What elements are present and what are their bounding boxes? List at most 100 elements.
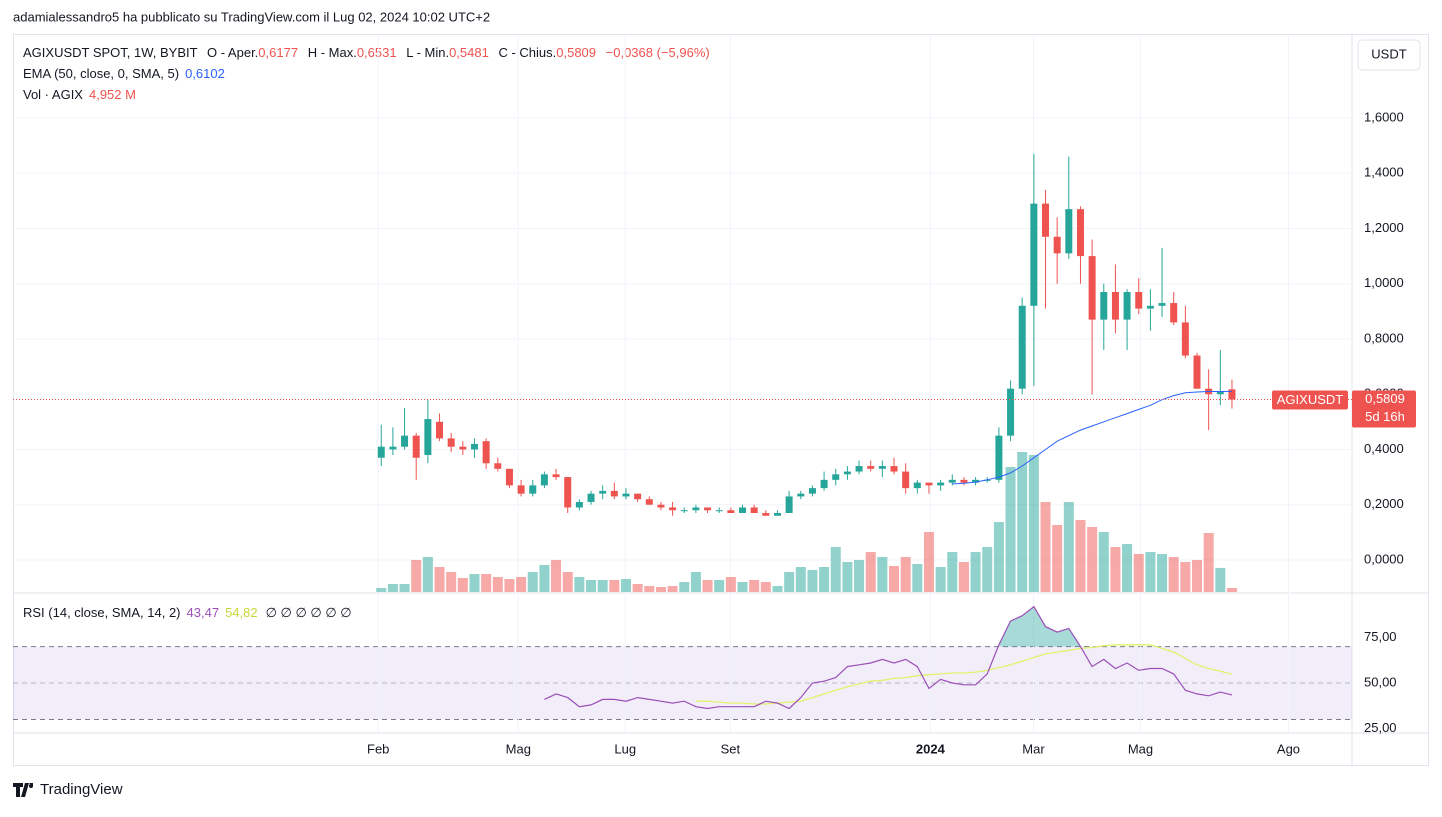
volume-bar <box>772 586 783 592</box>
y-tick-label: 1,6000 <box>1364 109 1404 124</box>
volume-bar <box>469 574 480 592</box>
candle-body <box>913 482 921 489</box>
candle-body <box>1123 292 1131 320</box>
candle-body <box>389 446 397 450</box>
candle-body <box>1053 236 1061 254</box>
volume-bar <box>644 586 655 592</box>
chart-frame <box>13 34 1429 766</box>
volume-bar <box>935 567 946 592</box>
rsi-ma-value: 54,82 <box>225 605 258 620</box>
currency[interactable]: USDT <box>1371 46 1406 61</box>
y-tick-label: 1,4000 <box>1364 165 1404 180</box>
candle-body <box>610 490 618 497</box>
volume-bar <box>795 567 806 592</box>
candle-body <box>715 510 723 512</box>
l-label: L - Min. <box>406 45 449 60</box>
volume-bar <box>620 579 631 592</box>
candle-body <box>1181 322 1189 356</box>
legend-rsi: RSI (14, close, SMA, 14, 2) 43,47 54,82 ∅ ∅… <box>23 605 352 620</box>
volume-bar <box>527 572 538 592</box>
volume-bar <box>737 582 748 592</box>
candle-body <box>1170 303 1178 323</box>
candle-body <box>587 493 595 502</box>
ema-value: 0,6102 <box>185 66 225 81</box>
volume-bar <box>667 586 678 592</box>
volume-bar <box>819 567 830 592</box>
symbol-tag: AGIXUSDT <box>1277 392 1344 407</box>
x-tick-label: Mag <box>1128 741 1153 756</box>
candle-body <box>540 474 548 486</box>
candle-body <box>622 493 630 497</box>
volume-bar <box>982 547 993 592</box>
rsi-tick-label: 75,00 <box>1364 629 1397 644</box>
candle-body <box>564 477 572 508</box>
volume-bar <box>889 566 900 592</box>
candle-body <box>773 512 781 516</box>
candle-body <box>436 421 444 439</box>
candle-body <box>1100 292 1108 320</box>
candle-body <box>902 471 910 489</box>
candle-body <box>843 471 851 475</box>
volume-bar <box>993 522 1004 592</box>
logo <box>13 783 33 797</box>
volume-bar <box>492 577 503 592</box>
legend-main: AGIXUSDT SPOT, 1W, BYBIT O - Aper.0,6177… <box>23 45 710 60</box>
volume-bar <box>947 552 958 592</box>
rsi-value: 43,47 <box>187 605 220 620</box>
volume-bar <box>760 582 771 592</box>
legend-ema: EMA (50, close, 0, SMA, 5) 0,6102 <box>23 66 225 81</box>
volume-bar <box>481 574 492 592</box>
byline: adamialessandro5 ha pubblicato su Tradin… <box>13 9 490 24</box>
volume-bar <box>574 577 585 592</box>
candle-body <box>750 507 758 513</box>
candle-body <box>517 485 525 494</box>
volume-bar <box>434 567 445 592</box>
volume-bar <box>609 579 620 592</box>
candle-body <box>470 443 478 450</box>
candle-body <box>575 501 583 508</box>
volume-bar <box>702 579 713 592</box>
candle-body <box>739 507 747 513</box>
candle-body <box>925 482 933 486</box>
candle-body <box>680 510 688 512</box>
candle-body <box>1228 389 1236 400</box>
candle-body <box>1007 388 1015 436</box>
x-tick-label: Feb <box>367 741 389 756</box>
change: −0,0368 (−5,96%) <box>606 45 710 60</box>
volume-bar <box>1215 567 1226 592</box>
candle-body <box>599 490 607 494</box>
volume-bar <box>1040 502 1051 592</box>
candle-body <box>878 466 886 469</box>
last-price-label: 0,5809 <box>1365 391 1405 406</box>
ema-label: EMA (50, close, 0, SMA, 5) <box>23 66 179 81</box>
volume-bar <box>958 562 969 592</box>
candle-body <box>832 474 840 480</box>
volume-bar <box>923 532 934 592</box>
candle-body <box>634 493 642 500</box>
volume-bar <box>877 557 888 592</box>
x-tick-label: Ago <box>1277 741 1300 756</box>
rsi-extra: ∅ ∅ ∅ ∅ ∅ ∅ <box>266 605 352 620</box>
currency-button[interactable] <box>1357 39 1421 71</box>
volume-bar <box>422 557 433 592</box>
rsi-label: RSI (14, close, SMA, 14, 2) <box>23 605 181 620</box>
volume-bar <box>446 572 457 592</box>
volume-bar <box>1075 519 1086 592</box>
candle-body <box>412 435 420 458</box>
volume-bar <box>1122 544 1133 592</box>
candle-body <box>937 482 945 486</box>
candle-body <box>529 485 537 494</box>
candle-body <box>377 446 385 458</box>
o: 0,6177 <box>258 45 298 60</box>
volume-bar <box>1145 552 1156 592</box>
candle-body <box>1076 209 1084 257</box>
volume-bar <box>1063 502 1074 592</box>
symbol-tag-bg <box>1272 390 1348 410</box>
volume-bar <box>597 579 608 592</box>
candle-body <box>459 446 467 450</box>
volume-bar <box>1157 554 1168 592</box>
volume-bar <box>516 577 527 592</box>
volume-bar <box>504 579 515 592</box>
volume-bar <box>900 557 911 592</box>
